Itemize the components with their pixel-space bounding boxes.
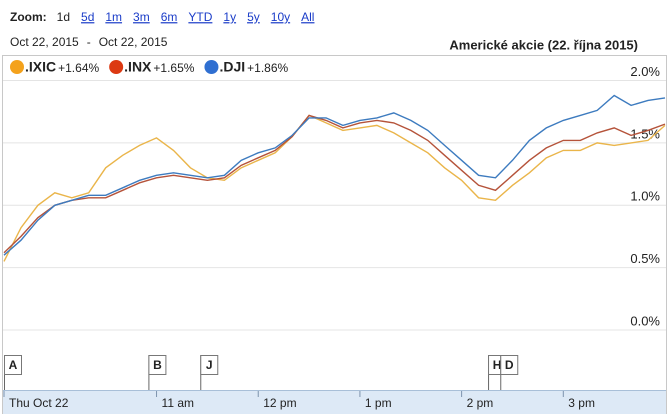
zoom-link[interactable]: YTD <box>188 10 212 24</box>
flag-label: D <box>505 358 514 372</box>
zoom-link[interactable]: 6m <box>161 10 178 24</box>
series-line <box>3 114 666 254</box>
x-tick-label: 11 am <box>162 396 194 410</box>
legend-name: .IXIC <box>25 59 56 75</box>
news-flag: A <box>4 355 22 390</box>
legend-dot <box>109 60 124 74</box>
zoom-label: Zoom: <box>10 10 47 24</box>
flag-label: A <box>9 358 18 372</box>
flag <box>148 355 167 375</box>
x-tick-label: Thu Oct 22 <box>9 396 69 410</box>
y-tick-label: 1.5% <box>630 126 660 141</box>
y-tick-label: 0.5% <box>630 251 660 266</box>
legend-change: +1.64% <box>58 61 99 75</box>
flag <box>500 355 519 375</box>
zoom-link[interactable]: All <box>301 10 314 24</box>
flag-label: B <box>153 358 162 372</box>
date-to: Oct 22, 2015 <box>99 35 168 49</box>
flag-label: H <box>493 358 502 372</box>
news-flag: B <box>148 355 167 390</box>
zoom-link[interactable]: 3m <box>133 10 150 24</box>
date-from: Oct 22, 2015 <box>10 35 79 49</box>
legend-dot <box>204 60 219 74</box>
zoom-link[interactable]: 5y <box>247 10 260 24</box>
x-axis-bar <box>3 390 666 414</box>
legend-change: +1.86% <box>247 61 288 75</box>
date-separator: - <box>87 35 91 49</box>
legend-change: +1.65% <box>153 61 194 75</box>
y-tick-label: 1.0% <box>630 189 660 204</box>
news-flag: J <box>200 355 219 390</box>
x-tick-label: 1 pm <box>365 396 392 410</box>
zoom-link[interactable]: 1d <box>57 10 70 24</box>
news-flag: D <box>500 355 519 390</box>
flag-label: J <box>206 358 213 372</box>
chart-title: Americké akcie (22. října 2015) <box>449 37 638 52</box>
y-tick-label: 0.0% <box>630 313 660 328</box>
x-tick-label: 2 pm <box>467 396 494 410</box>
series-line <box>3 114 666 262</box>
x-tick-label: 3 pm <box>568 396 595 410</box>
legend-name: .INX <box>124 59 152 75</box>
legend-name: .DJI <box>219 59 245 75</box>
zoom-link[interactable]: 10y <box>271 10 290 24</box>
flag <box>4 355 22 375</box>
legend-dot <box>10 60 24 74</box>
zoom-link[interactable]: 1y <box>223 10 236 24</box>
series-line <box>3 94 666 256</box>
x-tick-label: 12 pm <box>263 396 296 410</box>
y-tick-label: 2.0% <box>630 64 660 79</box>
zoom-link[interactable]: 5d <box>81 10 94 24</box>
zoom-link[interactable]: 1m <box>105 10 122 24</box>
flag <box>200 355 219 375</box>
